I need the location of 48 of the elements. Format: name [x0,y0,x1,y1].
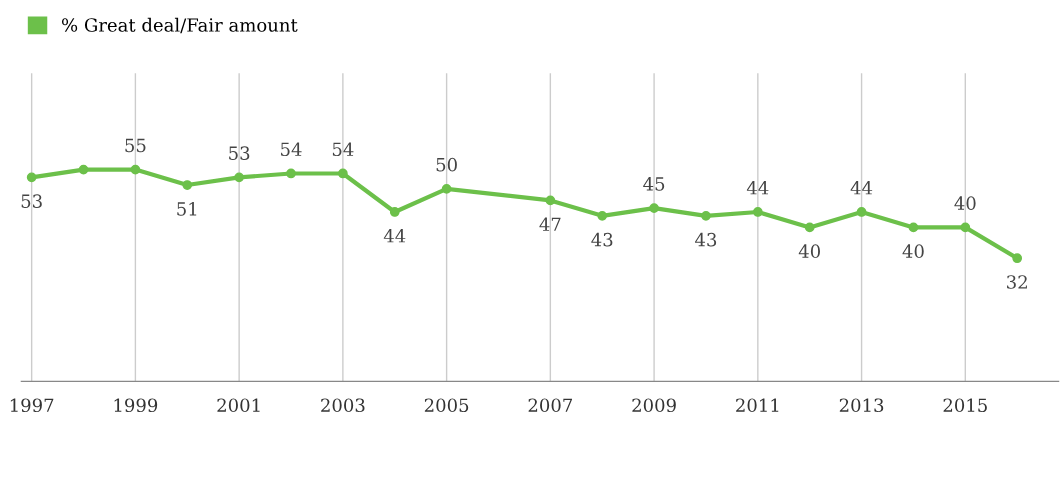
x-tick-label: 1999 [114,398,158,413]
point [26,172,37,183]
point [130,164,141,175]
data-label: 44 [746,180,769,195]
data-label: 53 [229,146,250,160]
point [1012,253,1023,264]
data-label: 51 [177,202,197,216]
data-label: 40 [954,196,976,210]
point [960,222,971,233]
point [441,184,452,194]
data-label: 54 [332,142,354,157]
data-label: 54 [281,142,302,157]
data-label: 44 [850,180,873,195]
point [234,172,244,183]
x-tick-label: 2013 [839,398,884,413]
point [338,168,348,179]
data-label: 40 [902,244,924,259]
point [856,207,867,217]
x-tick-label: 1997 [10,398,54,413]
point [649,203,659,213]
point [908,222,919,233]
x-tick-label: 2011 [736,398,779,413]
data-label: 47 [539,217,561,231]
data-label: 55 [125,138,146,153]
data-label: 50 [436,157,457,172]
point [804,222,815,233]
data-label: 45 [643,177,665,191]
x-tick-label: 2015 [943,398,987,413]
x-tick-label: 2001 [217,398,260,413]
point [597,210,608,221]
x-tick-label: 2003 [321,398,365,413]
x-tick-label: 2005 [424,398,469,413]
point [182,180,193,190]
legend-label: % Great deal/Fair amount [62,17,298,34]
point [752,207,763,217]
x-tick-label: 2007 [528,398,573,413]
data-label: 40 [798,244,820,259]
point [545,195,556,206]
point [78,164,89,175]
data-label: 44 [383,228,406,243]
data-label: 43 [695,232,717,247]
point [389,207,400,217]
data-label: 43 [591,232,613,247]
data-label: 53 [21,194,42,208]
point [286,168,296,179]
x-tick-label: 2009 [632,398,676,413]
point [701,210,711,221]
data-label: 32 [1007,275,1027,289]
